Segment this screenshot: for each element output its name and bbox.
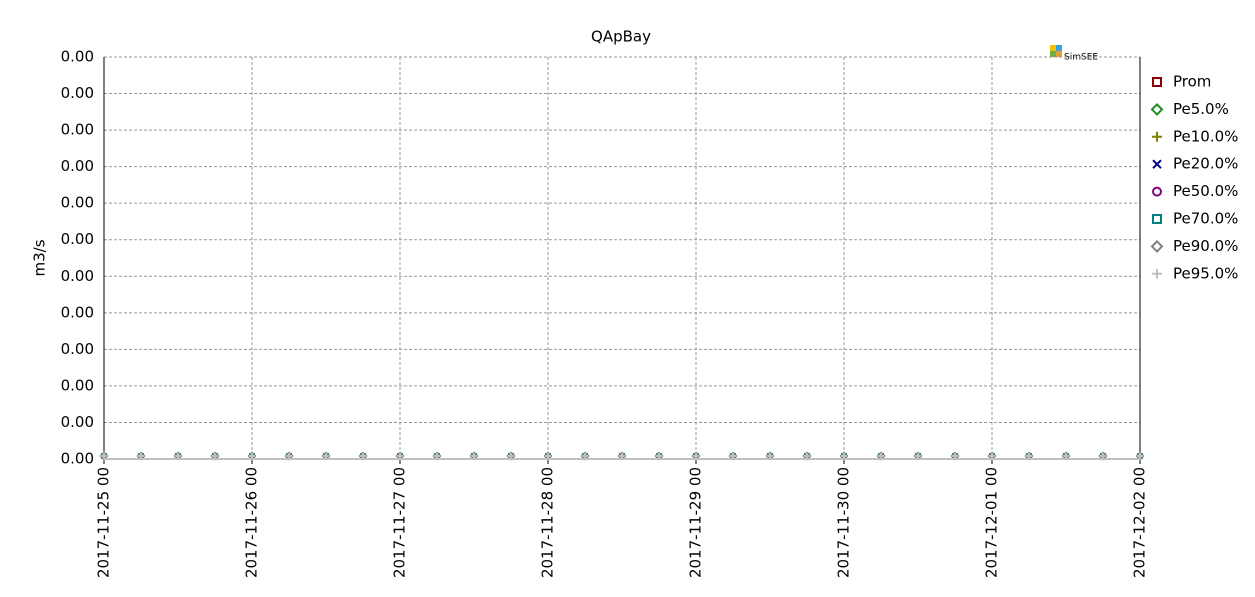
legend-label: Pe10.0% — [1173, 127, 1238, 145]
data-point — [1137, 453, 1143, 459]
legend-label: Pe20.0% — [1173, 155, 1238, 173]
data-point — [508, 453, 514, 459]
data-point — [878, 453, 884, 459]
data-point — [693, 453, 699, 459]
logo-tile — [1050, 45, 1056, 51]
data-point — [323, 453, 329, 459]
y-tick-label: 0.00 — [61, 450, 94, 468]
y-tick-label: 0.00 — [61, 84, 94, 102]
logo-tile — [1056, 45, 1062, 51]
logo-tile — [1056, 51, 1062, 57]
data-point — [212, 453, 218, 459]
data-point — [397, 453, 403, 459]
data-point — [952, 453, 958, 459]
legend-marker — [1152, 77, 1162, 87]
data-point — [730, 453, 736, 459]
legend-label: Pe5.0% — [1173, 100, 1229, 118]
legend-marker — [1152, 186, 1162, 197]
data-point — [434, 453, 440, 459]
legend-label: Pe90.0% — [1173, 237, 1238, 255]
data-point — [286, 453, 292, 459]
data-point — [1100, 453, 1106, 459]
chart-title: QApBay — [591, 28, 651, 46]
data-point — [915, 453, 921, 459]
x-tick-label: 2017-11-30 00 — [835, 467, 853, 578]
legend-label: Pe50.0% — [1173, 182, 1238, 200]
y-tick-label: 0.00 — [61, 121, 94, 139]
y-tick-label: 0.00 — [61, 376, 94, 394]
y-tick-label: 0.00 — [61, 48, 94, 66]
legend-label: Pe95.0% — [1173, 264, 1238, 282]
data-point — [582, 453, 588, 459]
legend-label: Pe70.0% — [1173, 210, 1238, 228]
x-tick-label: 2017-12-02 00 — [1131, 467, 1149, 578]
y-tick-label: 0.00 — [61, 340, 94, 358]
x-tick-label: 2017-12-01 00 — [983, 467, 1001, 578]
x-tick-label: 2017-11-25 00 — [95, 467, 113, 578]
legend-marker — [1150, 239, 1164, 253]
y-tick-label: 0.00 — [61, 230, 94, 248]
data-point — [656, 453, 662, 459]
data-point — [989, 453, 995, 459]
data-point — [1063, 453, 1069, 459]
data-point — [841, 453, 847, 459]
y-tick-label: 0.00 — [61, 157, 94, 175]
y-axis-label: m3/s — [31, 239, 49, 276]
y-tick-label: 0.00 — [61, 303, 94, 321]
y-tick-label: 0.00 — [61, 413, 94, 431]
data-point — [545, 453, 551, 459]
logo: SimSEE — [1050, 45, 1098, 63]
legend-marker — [1152, 268, 1162, 279]
data-point — [804, 453, 810, 459]
y-tick-label: 0.00 — [61, 194, 94, 212]
data-point — [619, 453, 625, 459]
legend-marker — [1150, 102, 1164, 116]
logo-tile — [1050, 51, 1056, 57]
x-tick-label: 2017-11-27 00 — [391, 467, 409, 578]
data-point — [249, 453, 255, 459]
x-tick-label: 2017-11-28 00 — [539, 467, 557, 578]
x-tick-label: 2017-11-26 00 — [243, 467, 261, 578]
data-point — [138, 453, 144, 459]
data-point — [175, 453, 181, 459]
legend-marker — [1152, 159, 1162, 169]
data-point — [101, 453, 107, 459]
data-point — [1026, 453, 1032, 459]
data-point — [767, 453, 773, 459]
data-point — [360, 453, 366, 459]
y-tick-label: 0.00 — [61, 267, 94, 285]
data-point — [471, 453, 477, 459]
legend-marker — [1152, 131, 1162, 142]
legend-marker — [1152, 214, 1162, 224]
legend-label: Prom — [1173, 73, 1211, 91]
x-tick-label: 2017-11-29 00 — [687, 467, 705, 578]
